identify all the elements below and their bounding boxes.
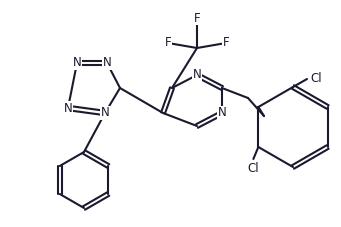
Text: N: N <box>193 69 202 81</box>
Text: F: F <box>223 37 229 49</box>
Text: N: N <box>103 57 112 69</box>
Text: Cl: Cl <box>248 163 259 175</box>
Text: N: N <box>101 106 109 119</box>
Text: N: N <box>64 101 72 114</box>
Text: F: F <box>194 12 200 25</box>
Text: N: N <box>218 106 226 119</box>
Text: Cl: Cl <box>310 72 322 86</box>
Text: N: N <box>73 57 81 69</box>
Text: F: F <box>165 37 171 49</box>
